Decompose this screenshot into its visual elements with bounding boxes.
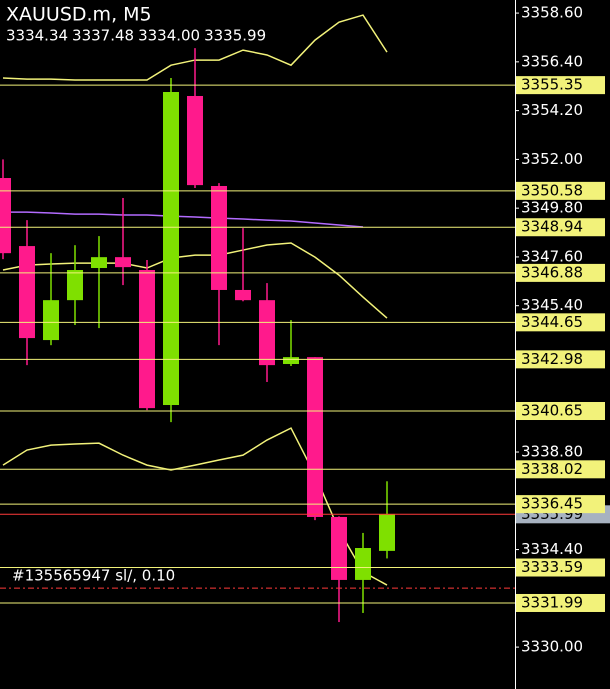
level-box (516, 593, 605, 612)
price-axis: 3358.60 3356.40 3354.20 3352.00 3349.80 3347.… (515, 4, 610, 656)
y-tick-label: 3345.40 (521, 296, 583, 314)
level-label: 3331.99 (521, 593, 583, 611)
level-label: 3348.94 (521, 218, 583, 236)
level-box (516, 181, 605, 200)
candle-body (163, 91, 179, 406)
candle-body (91, 257, 107, 269)
y-tick-label: 3347.60 (521, 247, 583, 265)
ohlc-value: 3334.34 (6, 27, 68, 45)
level-box (516, 460, 605, 479)
candle-body (19, 246, 35, 339)
y-tick-label: 3330.00 (521, 638, 583, 656)
level-box (516, 402, 605, 421)
order-label: #135565947 sl/, 0.10 (12, 567, 175, 585)
candle-body (331, 516, 347, 580)
level-box (516, 350, 605, 369)
candle-body (115, 257, 131, 268)
level-box (516, 558, 605, 577)
candle-body (379, 514, 395, 551)
candle-body (67, 270, 83, 301)
level-label: 3350.58 (521, 181, 583, 199)
y-tick-label: 3354.20 (521, 101, 583, 119)
candle-body (187, 95, 203, 186)
candle-body (283, 357, 299, 365)
indicator-line (2, 242, 388, 319)
candle-body (0, 178, 11, 254)
symbol-title: XAUUSD.m, M5 (6, 4, 152, 26)
level-box (516, 76, 605, 95)
candle-body (259, 300, 275, 366)
y-tick-label: 3352.00 (521, 150, 583, 168)
level-label: 3355.35 (521, 76, 583, 94)
ohlc-value: 3334.00 (138, 27, 200, 45)
candle-body (43, 300, 59, 341)
level-label: 3340.65 (521, 402, 583, 420)
candle-body (139, 270, 155, 409)
ohlc-value: 3335.99 (204, 27, 266, 45)
y-tick-label: 3358.60 (521, 4, 583, 22)
y-tick-label: 3338.80 (521, 443, 583, 461)
level-box (516, 313, 605, 332)
header: XAUUSD.m, M5 3334.34 3337.48 3334.00 3335.9… (6, 4, 266, 45)
level-label: 3344.65 (521, 313, 583, 331)
level-label: 3336.45 (521, 495, 583, 513)
y-tick-label: 3349.80 (521, 199, 583, 217)
level-label: 3338.02 (521, 460, 583, 478)
candle-body (211, 185, 227, 290)
indicator-line (3, 211, 364, 228)
ohlc-value: 3337.48 (72, 27, 134, 45)
level-box (516, 218, 605, 237)
level-label: 3346.88 (521, 263, 583, 281)
candle-body (355, 548, 371, 580)
candle-body (307, 357, 323, 517)
candle-body (235, 289, 251, 301)
level-label: 3342.98 (521, 350, 583, 368)
y-tick-label: 3356.40 (521, 52, 583, 70)
level-label: 3333.59 (521, 558, 583, 576)
level-box (516, 263, 605, 282)
level-box (516, 495, 605, 514)
plot-area: #135565947 sl/, 0.10 (0, 14, 515, 623)
y-tick-label: 3334.40 (521, 540, 583, 558)
